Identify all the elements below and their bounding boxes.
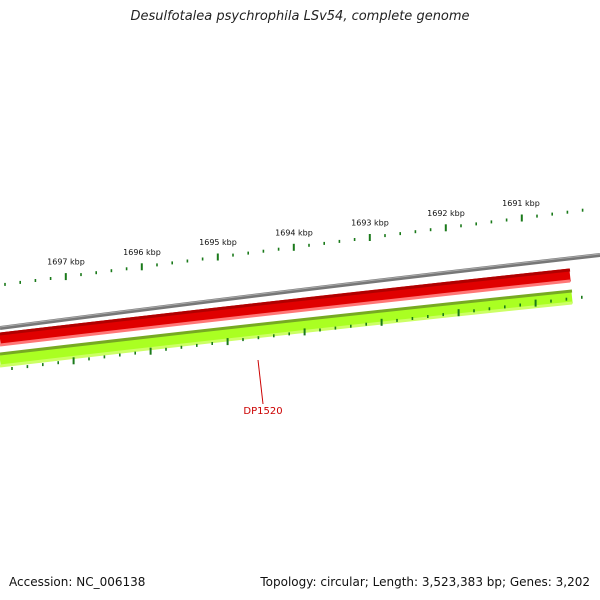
forward-strand-shade-dark bbox=[0, 268, 571, 336]
gene-callout-line bbox=[257, 359, 264, 405]
reverse-strand-shade-dark bbox=[0, 289, 573, 356]
tick-label: 1696 kbp bbox=[123, 248, 161, 257]
tick-label: 1692 kbp bbox=[427, 209, 465, 218]
gene-label[interactable]: DP1520 bbox=[243, 406, 282, 417]
reverse-strand-track bbox=[0, 290, 573, 367]
tick-label: 1691 kbp bbox=[502, 199, 540, 208]
forward-strand-shade-light bbox=[0, 279, 571, 347]
backbone-ring-highlight bbox=[0, 253, 600, 328]
tick-label: 1697 kbp bbox=[47, 258, 85, 267]
outer-tick-ring bbox=[4, 208, 584, 286]
tick-label: 1695 kbp bbox=[199, 238, 237, 247]
reverse-strand-shade-light bbox=[0, 301, 573, 368]
tick-label: 1694 kbp bbox=[275, 228, 313, 237]
inner-tick-ring bbox=[11, 295, 583, 370]
map-title: Desulfotalea psychrophila LSv54, complet… bbox=[130, 9, 470, 24]
forward-strand-track bbox=[0, 268, 571, 346]
tick-label: 1693 kbp bbox=[351, 219, 389, 228]
genome-stats-text: Topology: circular; Length: 3,523,383 bp… bbox=[260, 575, 590, 589]
backbone-ring bbox=[0, 253, 600, 330]
tick-label-group: 1697 kbp 1696 kbp 1695 kbp 1694 kbp 1693 kbp… bbox=[47, 199, 540, 266]
accession-text: Accession: NC_006138 bbox=[9, 575, 146, 589]
